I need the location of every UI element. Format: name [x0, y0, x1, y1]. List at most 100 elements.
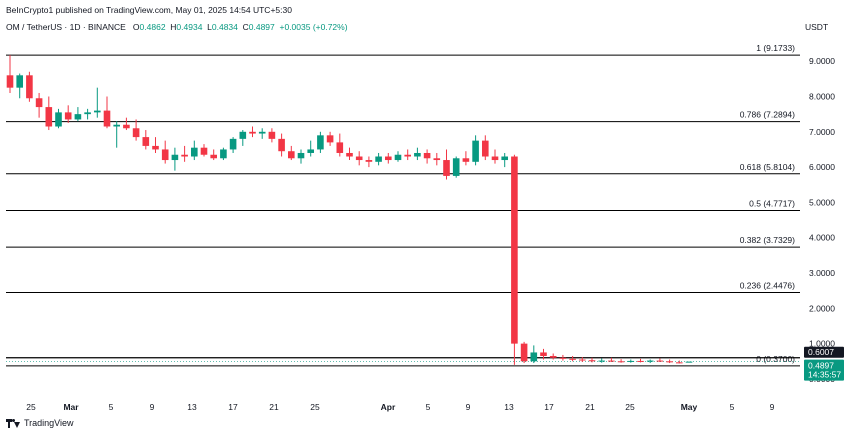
candle-body [559, 357, 567, 359]
candle-body [326, 135, 334, 143]
x-tick-label: May [681, 402, 698, 412]
candle-body [365, 160, 373, 162]
candle-body [200, 147, 208, 155]
x-tick-label: 17 [228, 402, 238, 412]
candle-body [26, 75, 33, 99]
fib-label: 0.786 (7.2894) [740, 110, 795, 120]
published-info: BeInCrypto1 published on TradingView.com… [6, 5, 292, 15]
x-tick-label: Apr [381, 402, 396, 412]
candle-body [45, 107, 53, 127]
candle-body [501, 156, 508, 161]
candles [6, 55, 693, 365]
footer-brand[interactable]: TradingView [24, 418, 74, 428]
fib-label: 1 (9.1733) [756, 43, 795, 53]
candle-body [288, 151, 295, 159]
candle-body [656, 360, 664, 362]
tradingview-logo-icon [6, 418, 20, 428]
y-tick-label: 2.0000 [809, 303, 835, 313]
price-tag-countdown: 14:35:57 [808, 370, 841, 380]
candle-body [394, 154, 402, 161]
candle-body [181, 154, 188, 157]
candle-body [646, 360, 654, 362]
currency-label[interactable]: USDT [805, 22, 829, 32]
candle-body [569, 358, 576, 360]
candle-body [617, 361, 625, 363]
symbol-name[interactable]: OM / TetherUS · 1D · BINANCE [6, 22, 126, 32]
y-tick-label: 1.0000 [809, 339, 835, 349]
y-tick-label: 7.0000 [809, 127, 835, 137]
candle-body [268, 131, 276, 139]
candle-body [239, 131, 247, 139]
candle-body [462, 158, 470, 162]
open-value: 0.4862 [139, 22, 166, 32]
low-label: L [207, 22, 212, 32]
y-tick-label: 9.0000 [809, 56, 835, 66]
candle-body [685, 361, 693, 363]
candle-body [423, 152, 431, 159]
x-tick-label: 21 [269, 402, 279, 412]
candle-body [103, 110, 111, 127]
y-tick-label: 3.0000 [809, 268, 835, 278]
candle-body [307, 149, 314, 153]
top-bar: BeInCrypto1 published on TradingView.com… [0, 0, 850, 18]
candle-body [278, 138, 285, 152]
candle-body [171, 154, 179, 161]
candle-body [220, 149, 227, 159]
x-tick-label: Mar [63, 402, 79, 412]
candle-body [249, 131, 256, 134]
candle-body [598, 360, 605, 362]
candle-body [317, 135, 324, 150]
price-tag-dark [804, 346, 844, 358]
candle-body [385, 156, 392, 161]
fib-label: 0.382 (3.7329) [740, 235, 795, 245]
close-value: 0.4897 [248, 22, 275, 32]
x-tick-label: 21 [585, 402, 595, 412]
candle-body [511, 156, 518, 344]
candle-body [55, 112, 62, 127]
x-tick-label: 5 [426, 402, 431, 412]
fib-levels: 1 (9.1733) 0.786 (7.2894) 0.618 (5.8104) 0.… [6, 43, 800, 367]
candle-body [123, 124, 130, 129]
x-tick-label: 9 [150, 402, 155, 412]
price-tag-current [804, 359, 844, 381]
candle-body [608, 360, 615, 362]
candle-body [336, 142, 344, 153]
fib-label: 0 (0.3700) [756, 354, 795, 364]
high-label: H [170, 22, 177, 32]
high-value: 0.4934 [176, 22, 203, 32]
candle-body [74, 114, 82, 120]
candle-body [161, 149, 169, 161]
candle-body [452, 158, 460, 176]
candle-body [540, 352, 547, 356]
candle-body [491, 156, 499, 161]
candle-body [94, 110, 101, 113]
x-tick-label: 5 [730, 402, 735, 412]
candle-body [666, 361, 673, 363]
candle-body [355, 156, 363, 161]
candle-body [579, 359, 586, 361]
open-label: O [132, 22, 140, 32]
x-tick-label: 5 [109, 402, 114, 412]
y-tick-label: 4.0000 [809, 233, 835, 243]
x-tick-label: 25 [26, 402, 36, 412]
y-tick-label: 6.0000 [809, 162, 835, 172]
price-tag-dark-label: 0.6007 [808, 347, 834, 357]
candle-body [35, 98, 43, 108]
fib-label: 0.5 (4.7717) [749, 198, 795, 208]
symbol-legend: OM / TetherUS · 1D · BINANCE O0.4862 H0.… [6, 22, 348, 32]
fib-label: 0.618 (5.8104) [740, 162, 795, 172]
candle-body [472, 140, 479, 162]
close-label: C [242, 22, 249, 32]
x-tick-label: 9 [770, 402, 775, 412]
candle-body [549, 355, 557, 358]
candle-body [210, 154, 217, 159]
candle-body [258, 131, 266, 134]
candle-body [520, 343, 528, 362]
candle-body [191, 147, 198, 157]
y-tick-label: 5.0000 [809, 197, 835, 207]
footer: TradingView [6, 418, 74, 428]
candle-body [229, 138, 237, 150]
candle-body [346, 152, 353, 157]
